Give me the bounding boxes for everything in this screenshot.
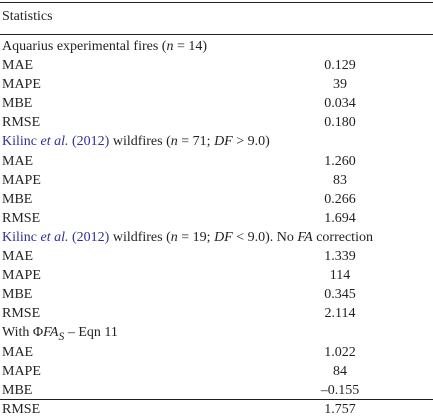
row-label: MBE (2, 191, 33, 207)
table-header: Statistics (2, 9, 53, 24)
table-row: MBE 0.345 (0, 285, 433, 304)
row-value: 0.034 (324, 96, 356, 112)
table-row: MAPE 83 (0, 171, 433, 190)
table-row: MAPE 84 (0, 362, 433, 381)
table-body: Aquarius experimental fires (n = 14) MAE… (0, 37, 433, 419)
table-row: MBE 0.034 (0, 94, 433, 113)
row-value: 0.180 (324, 115, 356, 131)
row-value: 0.266 (324, 191, 356, 207)
row-value: 1.022 (324, 344, 356, 360)
table-row: MAPE 114 (0, 266, 433, 285)
row-label: RMSE (2, 210, 41, 226)
row-label: MAE (2, 153, 34, 169)
row-value: 39 (333, 77, 347, 93)
row-label: MAPE (2, 172, 41, 188)
row-value: 83 (333, 172, 347, 188)
row-label: MAPE (2, 363, 41, 379)
row-label: MAPE (2, 268, 41, 284)
row-value: 1.694 (324, 210, 356, 226)
row-value: 84 (333, 363, 347, 379)
section-heading-aquarius: Aquarius experimental fires (n = 14) (2, 39, 208, 54)
section-heading-phi-fa-eqn-11: With ΦFAS – Eqn 11 (2, 325, 118, 344)
top-rule (0, 2, 433, 3)
table-row: MAE 0.129 (0, 56, 433, 75)
row-value: 1.260 (324, 153, 356, 169)
table-row: MBE 0.266 (0, 190, 433, 209)
table-row: MAPE 39 (0, 75, 433, 94)
table-row: MBE –0.155 (0, 381, 433, 400)
row-label: MBE (2, 287, 33, 303)
bottom-rule (0, 399, 433, 400)
row-label: MAPE (2, 77, 41, 93)
row-value: 2.114 (324, 306, 356, 322)
section-heading-kilinc-df-gt-9: Kilinc et al. (2012) wildfires (n = 71; … (2, 134, 270, 150)
row-value: 1.339 (324, 249, 356, 265)
section-heading-kilinc-df-lt-9: Kilinc et al. (2012) wildfires (n = 19; … (2, 229, 373, 245)
row-label: MAE (2, 344, 34, 360)
table-row: RMSE 1.694 (0, 209, 433, 228)
row-value: 0.345 (324, 287, 356, 303)
table-row: MAE 1.339 (0, 247, 433, 266)
row-label: MBE (2, 382, 33, 398)
row-value: –0.155 (320, 382, 360, 398)
row-value: 114 (329, 268, 351, 284)
table-row: MAE 1.022 (0, 343, 433, 362)
row-value: 0.129 (324, 58, 356, 74)
table-row: MAE 1.260 (0, 152, 433, 171)
citation-link[interactable]: Kilinc et al. (2012) (2, 229, 110, 245)
row-label: MBE (2, 96, 33, 112)
citation-link[interactable]: Kilinc et al. (2012) (2, 134, 110, 150)
row-label: MAE (2, 249, 34, 265)
row-label: MAE (2, 58, 34, 74)
table-row: RMSE 0.180 (0, 113, 433, 132)
table-row: RMSE 2.114 (0, 304, 433, 323)
header-rule (0, 34, 433, 35)
row-label: RMSE (2, 115, 41, 131)
row-label: RMSE (2, 306, 41, 322)
